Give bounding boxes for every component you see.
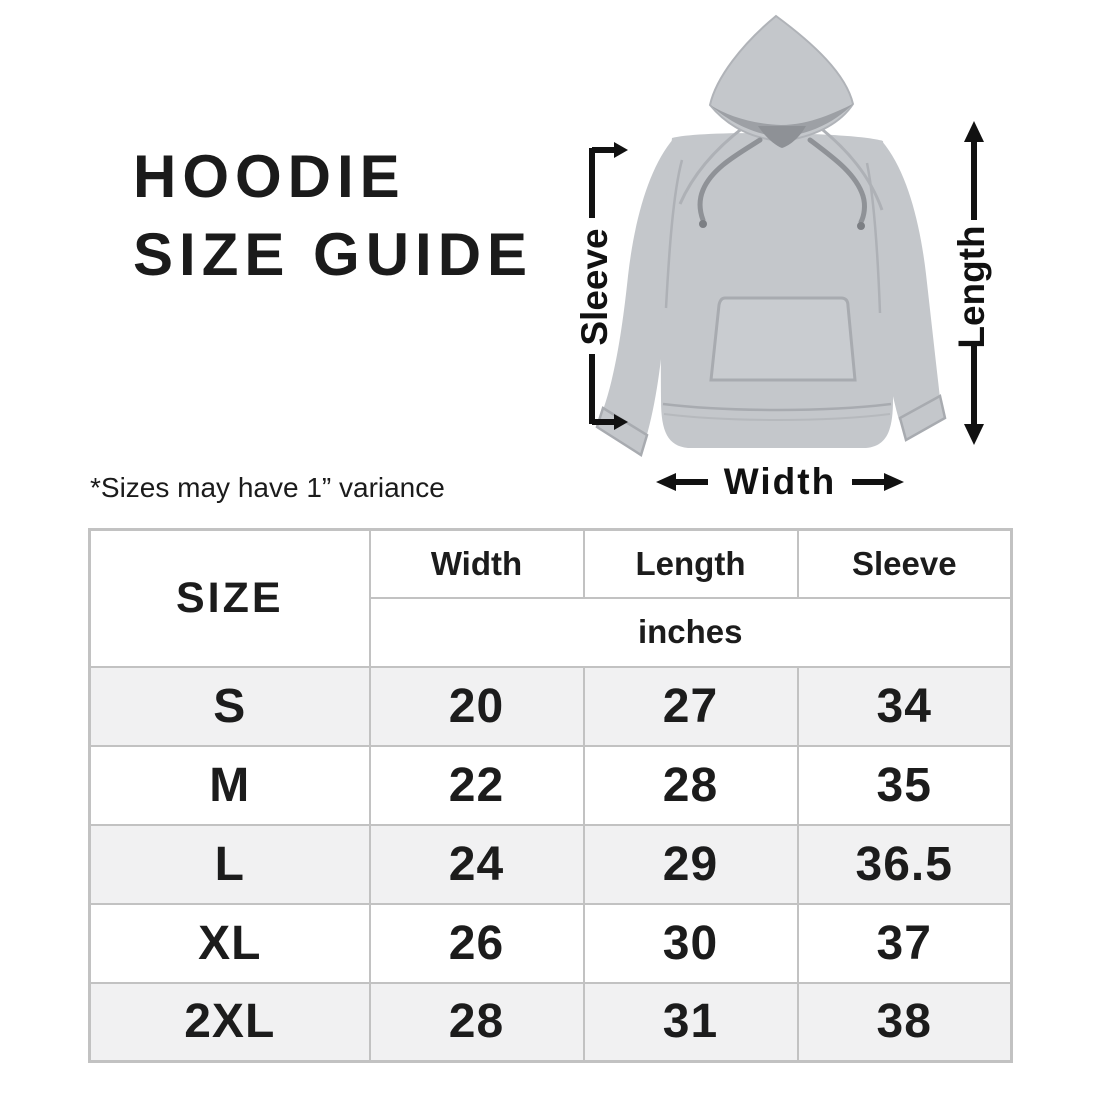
hoodie-right-cuff: [898, 394, 947, 442]
column-header-sleeve: Sleeve: [796, 528, 1013, 599]
sleeve-cell: 38: [796, 981, 1013, 1063]
table-row-s: S 20 27 34: [88, 665, 1013, 747]
hoodie-left-drawstring: [697, 137, 763, 223]
table-row-m: M 22 28 35: [88, 744, 1013, 826]
hoodie-hem-stitch: [663, 413, 891, 421]
hoodie-hem-seam: [662, 402, 892, 412]
length-measure-label: Length: [951, 225, 992, 349]
table-header-row: SIZE Width Length Sleeve: [88, 528, 1013, 668]
hoodie-hood: [708, 14, 855, 143]
size-cell: XL: [88, 902, 371, 984]
width-annotation: Width: [655, 458, 905, 506]
sleeve-cell: 34: [796, 665, 1013, 747]
length-arrow-icon: [964, 121, 984, 445]
hoodie-left-raglan-seam: [678, 122, 749, 205]
size-cell: M: [88, 744, 371, 826]
width-cell: 20: [368, 665, 585, 747]
sleeve-arrow-icon: [589, 142, 628, 430]
hoodie-right-raglan-seam: [817, 124, 884, 211]
sleeve-cell: 37: [796, 902, 1013, 984]
width-cell: 28: [368, 981, 585, 1063]
size-cell: L: [88, 823, 371, 905]
column-header-length: Length: [582, 528, 799, 599]
sleeve-measure-label: Sleeve: [574, 228, 615, 346]
size-table: SIZE Width Length Sleeve inches S 20 27 …: [88, 528, 1013, 1063]
sleeve-cell: 36.5: [796, 823, 1013, 905]
length-cell: 31: [582, 981, 799, 1063]
width-left-arrow-icon: [655, 473, 708, 491]
hoodie-body: [660, 132, 894, 448]
size-cell: S: [88, 665, 371, 747]
page-title-line2: SIZE GUIDE: [133, 221, 534, 288]
hoodie-pocket: [709, 296, 857, 382]
length-cell: 30: [582, 902, 799, 984]
hoodie-left-aglet: [699, 220, 707, 228]
table-row-xl: XL 26 30 37: [88, 902, 1013, 984]
sleeve-cell: 35: [796, 744, 1013, 826]
variance-note: *Sizes may have 1” variance: [90, 472, 445, 503]
page-title: HOODIE SIZE GUIDE: [133, 138, 533, 294]
length-cell: 29: [582, 823, 799, 905]
hoodie-right-aglet: [857, 222, 865, 230]
size-column-header: SIZE: [88, 528, 371, 668]
hoodie-left-sleeve: [603, 138, 682, 438]
length-cell: 28: [582, 744, 799, 826]
hoodie-right-drawstring: [807, 137, 867, 225]
hoodie-left-sleeve-seam: [664, 159, 684, 309]
size-cell: 2XL: [88, 981, 371, 1063]
hoodie-right-sleeve-seam: [865, 162, 882, 314]
width-cell: 22: [368, 744, 585, 826]
column-header-width: Width: [368, 528, 585, 599]
hoodie-neck-shadow: [758, 126, 806, 148]
page-title-line1: HOODIE: [133, 143, 406, 210]
length-cell: 27: [582, 665, 799, 747]
unit-header: inches: [368, 596, 1013, 668]
hoodie-image: [595, 14, 947, 457]
width-cell: 26: [368, 902, 585, 984]
table-row-l: L 24 29 36.5: [88, 823, 1013, 905]
width-cell: 24: [368, 823, 585, 905]
width-right-arrow-icon: [852, 473, 905, 491]
width-measure-label: Width: [723, 461, 837, 502]
table-unit-row: inches: [90, 596, 1013, 668]
table-row-2xl: 2XL 28 31 38: [88, 981, 1013, 1063]
